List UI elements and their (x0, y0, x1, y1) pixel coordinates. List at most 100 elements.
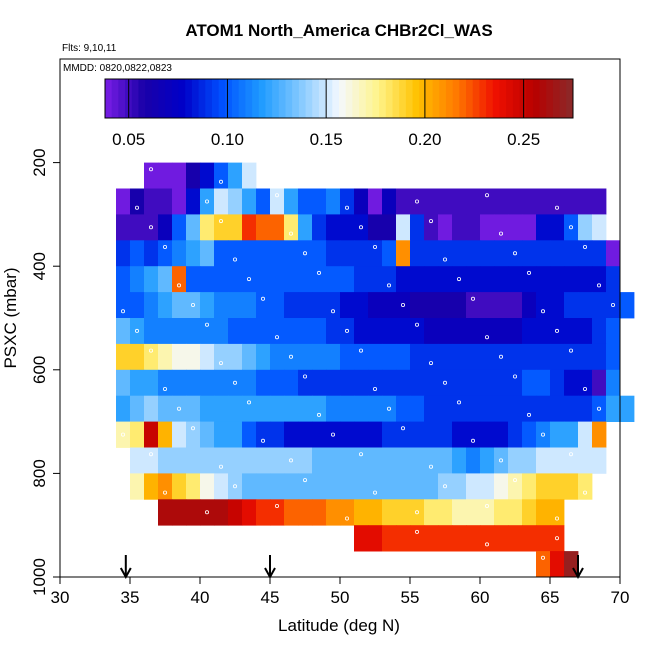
heatmap-cell (144, 473, 159, 500)
colorbar-swatch (218, 79, 226, 118)
heatmap-cell (214, 343, 229, 371)
sample-point (246, 400, 251, 405)
sample-point (232, 380, 237, 385)
heatmap-cell (382, 266, 397, 293)
colorbar-swatch (359, 79, 367, 118)
heatmap-cell (452, 525, 467, 552)
heatmap-cell (368, 214, 383, 241)
heatmap-cell (158, 473, 173, 500)
heatmap-cell (382, 343, 397, 371)
sample-point (527, 412, 532, 417)
heatmap-cell (116, 395, 131, 422)
colorbar-swatch (325, 79, 333, 118)
heatmap-cell (550, 499, 565, 526)
sample-point (555, 536, 560, 541)
colorbar-swatch (345, 79, 353, 118)
sample-point (358, 348, 363, 353)
sample-point (246, 277, 251, 282)
heatmap-cell (368, 343, 383, 371)
heatmap-cell (368, 499, 383, 526)
heatmap-cell (200, 318, 215, 345)
heatmap-cell (340, 499, 355, 526)
sample-point (484, 542, 489, 547)
heatmap-cell (228, 473, 243, 500)
heatmap-cell (508, 447, 523, 474)
heatmap-cell (284, 499, 299, 526)
heatmap-cell (480, 214, 495, 241)
sample-point (358, 225, 363, 230)
sample-point (162, 386, 167, 391)
heatmap-cell (228, 369, 243, 397)
heatmap-cell (592, 395, 607, 422)
heatmap-cell (270, 421, 285, 448)
heatmap-cell (536, 395, 551, 422)
heatmap-cell (116, 292, 131, 319)
heatmap-cell (466, 421, 481, 448)
down-arrow-icon (264, 555, 276, 580)
heatmap-cell (326, 266, 341, 293)
heatmap-cell (116, 240, 131, 267)
heatmap-cell (172, 292, 187, 319)
y-tick-label: 400 (30, 252, 49, 280)
heatmap-cell (508, 525, 523, 552)
heatmap-cell (396, 240, 411, 267)
heatmap-cell (578, 473, 593, 500)
heatmap-cell (536, 188, 551, 215)
heatmap-cell (312, 343, 327, 371)
heatmap-cell (606, 266, 621, 293)
sample-point (456, 400, 461, 405)
heatmap-cell (340, 214, 355, 241)
heatmap-cell (382, 421, 397, 448)
heatmap-cell (550, 343, 565, 371)
heatmap-cell (242, 240, 257, 267)
heatmap-cell (368, 188, 383, 215)
heatmap-cell (284, 266, 299, 293)
heatmap-cell (144, 188, 159, 215)
heatmap-cell (298, 369, 313, 397)
sample-point (428, 464, 433, 469)
heatmap-cell (424, 266, 439, 293)
heatmap-cell (564, 447, 579, 474)
heatmap-cell (466, 499, 481, 526)
heatmap-cell (396, 499, 411, 526)
heatmap-cell (326, 343, 341, 371)
heatmap-cell (340, 421, 355, 448)
heatmap-cell (354, 318, 369, 345)
chart-title: ATOM1 North_America CHBr2Cl_WAS (185, 21, 492, 40)
sample-point (176, 283, 181, 288)
heatmap-cell (410, 266, 425, 293)
heatmap-cell (200, 214, 215, 241)
heatmap-cell (522, 240, 537, 267)
heatmap-cell (368, 473, 383, 500)
heatmap-cell (550, 240, 565, 267)
y-tick-label: 800 (30, 459, 49, 487)
heatmap-cell (606, 240, 621, 267)
sample-point (442, 484, 447, 489)
heatmap-cell (354, 473, 369, 500)
heatmap-cell (214, 499, 229, 526)
heatmap-cell (410, 395, 425, 422)
heatmap-cell (214, 292, 229, 319)
heatmap-cell (158, 266, 173, 293)
heatmap-cell (536, 214, 551, 241)
heatmap-cell (354, 447, 369, 474)
heatmap-cell (242, 292, 257, 319)
heatmap-cell (284, 292, 299, 319)
heatmap-cell (270, 214, 285, 241)
heatmap-cell (172, 369, 187, 397)
heatmap-cell (424, 214, 439, 241)
heatmap-cell (144, 447, 159, 474)
colorbar-swatch (118, 79, 126, 118)
heatmap-cell (578, 240, 593, 267)
heatmap-cell (214, 473, 229, 500)
heatmap-cell (550, 395, 565, 422)
heatmap-cell (536, 240, 551, 267)
heatmap-cell (312, 499, 327, 526)
heatmap-cell (214, 369, 229, 397)
heatmap-cell (438, 188, 453, 215)
heatmap-cell (298, 421, 313, 448)
heatmap-cell (368, 292, 383, 319)
heatmap-cell (522, 188, 537, 215)
colorbar: 0.05 0.10 0.15 0.20 0.25 (104, 78, 574, 149)
